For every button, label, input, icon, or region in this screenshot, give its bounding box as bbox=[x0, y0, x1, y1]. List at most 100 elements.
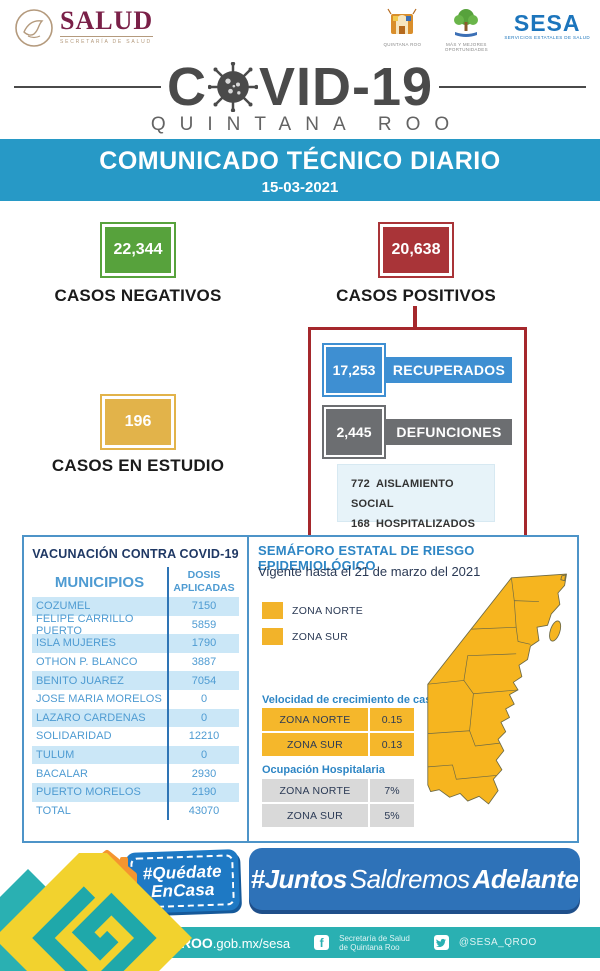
banner-title: COMUNICADO TÉCNICO DIARIO bbox=[99, 147, 501, 175]
recovered-value: 17,253 bbox=[326, 347, 382, 393]
positive-cases-label: CASOS POSITIVOS bbox=[336, 286, 496, 305]
quintana-roo-emblem-caption: QUINTANA ROO bbox=[383, 42, 422, 47]
vaccination-rows: COZUMEL 7150 FELIPE CARRILLO PUERTO 5859 ISL… bbox=[32, 597, 239, 821]
positive-cases-value: 20,638 bbox=[383, 227, 449, 273]
growth-title: Velocidad de crecimiento de casos bbox=[262, 694, 445, 706]
right-rule bbox=[439, 86, 587, 88]
juntos-part2: Saldremos bbox=[349, 863, 470, 894]
zone-row: ZONA NORTE 0.15 bbox=[262, 708, 414, 731]
table-row: BACALAR 2930 bbox=[32, 764, 239, 783]
eagle-emblem-icon bbox=[15, 9, 53, 47]
legend-item: ZONA NORTE bbox=[262, 602, 363, 619]
quintana-roo-emblem-icon bbox=[387, 8, 417, 34]
juntos-part1: #Juntos bbox=[250, 863, 348, 894]
dosis-cell: 5859 bbox=[167, 615, 239, 635]
zone-value: 7% bbox=[370, 779, 414, 802]
growth-table: ZONA NORTE 0.15 ZONA SUR 0.13 bbox=[262, 708, 414, 758]
sesa-logo: SESA SERVICIOS ESTATALES DE SALUD bbox=[504, 12, 590, 41]
table-row: COZUMEL 7150 bbox=[32, 597, 239, 616]
quintana-roo-map bbox=[427, 573, 567, 805]
legend-label: ZONA SUR bbox=[292, 630, 349, 643]
care-status-panel: 772 AISLAMIENTO SOCIAL 168 HOSPITALIZADOS bbox=[337, 464, 495, 530]
dosis-cell: 0 bbox=[167, 708, 239, 728]
zone-name: ZONA NORTE bbox=[262, 708, 370, 731]
municipio-cell: OTHON P. BLANCO bbox=[36, 656, 138, 669]
banner-date: 15-03-2021 bbox=[261, 179, 339, 196]
municipio-cell: LAZARO CARDENAS bbox=[36, 711, 146, 724]
zone-name: ZONA SUR bbox=[262, 804, 370, 827]
study-cases-label: CASOS EN ESTUDIO bbox=[51, 456, 225, 475]
qroo-logo bbox=[0, 853, 192, 971]
table-row: OTHON P. BLANCO 3887 bbox=[32, 652, 239, 672]
legend-swatch bbox=[262, 628, 283, 645]
salud-title: SALUD bbox=[60, 6, 154, 35]
dosis-cell: 7150 bbox=[167, 597, 239, 616]
table-row: PUERTO MORELOS 2190 bbox=[32, 782, 239, 802]
isolation-value: 772 bbox=[351, 478, 370, 490]
oportunidades-logo: MÁS Y MEJORES OPORTUNIDADES bbox=[440, 6, 492, 52]
municipio-cell: COZUMEL bbox=[36, 600, 91, 613]
table-row: BENITO JUAREZ 7054 bbox=[32, 671, 239, 690]
isolation-line: 772 AISLAMIENTO SOCIAL bbox=[351, 474, 494, 514]
salud-subtitle: SECRETARÍA DE SALUD bbox=[60, 39, 152, 45]
negative-cases-box: 22,344 bbox=[100, 222, 176, 278]
communique-banner: COMUNICADO TÉCNICO DIARIO 15-03-2021 bbox=[0, 139, 600, 201]
facebook-handle: Secretaría de Salud de Quintana Roo bbox=[339, 933, 410, 952]
hospitalized-label: HOSPITALIZADOS bbox=[375, 518, 476, 530]
table-row: TOTAL 43070 bbox=[32, 801, 239, 821]
left-rule bbox=[13, 86, 161, 88]
facebook-icon: f bbox=[314, 935, 330, 950]
dosis-cell: 43070 bbox=[167, 801, 239, 821]
municipio-cell: TULUM bbox=[36, 749, 75, 762]
legend-item: ZONA SUR bbox=[262, 628, 363, 645]
quintana-roo-emblem: QUINTANA ROO bbox=[376, 6, 428, 47]
municipio-cell: SOLIDARIDAD bbox=[36, 730, 112, 743]
col-municipios: MUNICIPIOS bbox=[54, 573, 145, 591]
salud-logo: SALUD SECRETARÍA DE SALUD bbox=[14, 6, 154, 48]
dosis-cell: 3887 bbox=[167, 652, 239, 672]
table-row: SOLIDARIDAD 12210 bbox=[32, 727, 239, 746]
municipio-cell: BACALAR bbox=[36, 767, 89, 780]
municipio-cell: JOSE MARIA MORELOS bbox=[36, 693, 162, 706]
occupancy-table: ZONA NORTE 7% ZONA SUR 5% bbox=[262, 779, 414, 829]
juntos-saldremos-banner: #Juntos Saldremos Adelante bbox=[249, 848, 580, 910]
virus-icon bbox=[207, 62, 258, 112]
dosis-cell: 2930 bbox=[167, 764, 239, 783]
study-cases-value: 196 bbox=[105, 399, 171, 445]
negative-cases-label: CASOS NEGATIVOS bbox=[54, 286, 222, 305]
deaths-label: DEFUNCIONES bbox=[386, 419, 512, 445]
deaths-box: 2,445 bbox=[322, 405, 386, 459]
vaccination-section: VACUNACIÓN CONTRA COVID-19 MUNICIPIOS DO… bbox=[24, 537, 249, 841]
municipio-cell: BENITO JUAREZ bbox=[36, 674, 124, 687]
dosis-cell: 0 bbox=[167, 745, 239, 765]
isolation-label: AISLAMIENTO SOCIAL bbox=[351, 478, 454, 510]
col-dosis: DOSIS APLICADAS bbox=[167, 567, 239, 597]
zone-value: 0.15 bbox=[370, 708, 414, 731]
dosis-cell: 0 bbox=[167, 689, 239, 709]
table-row: JOSE MARIA MORELOS 0 bbox=[32, 689, 239, 709]
salud-divider bbox=[60, 36, 154, 37]
municipio-cell: TOTAL bbox=[36, 804, 71, 817]
connector-line bbox=[413, 306, 417, 328]
juntos-part3: Adelante bbox=[472, 863, 579, 894]
dosis-cell: 12210 bbox=[167, 727, 239, 746]
vaccination-title: VACUNACIÓN CONTRA COVID-19 bbox=[32, 547, 239, 561]
zone-name: ZONA NORTE bbox=[262, 779, 370, 802]
twitter-handle: @SESA_QROO bbox=[458, 937, 537, 948]
twitter-icon bbox=[433, 935, 449, 950]
semaforo-subtitle: Vigente hasta el 21 de marzo del 2021 bbox=[258, 564, 481, 579]
zone-row: ZONA NORTE 7% bbox=[262, 779, 414, 802]
table-row: TULUM 0 bbox=[32, 745, 239, 765]
zone-value: 0.13 bbox=[370, 733, 414, 756]
zone-value: 5% bbox=[370, 804, 414, 827]
occupancy-title: Ocupación Hospitalaria bbox=[262, 764, 385, 776]
partner-logos: QUINTANA ROO MÁS Y MEJORES OPORTUNIDADES… bbox=[376, 6, 590, 52]
municipio-cell: ISLA MUJERES bbox=[36, 637, 117, 650]
oportunidades-caption: MÁS Y MEJORES OPORTUNIDADES bbox=[444, 42, 488, 52]
covid-title-row: C bbox=[0, 58, 600, 116]
table-row: ISLA MUJERES 1790 bbox=[32, 634, 239, 653]
dosis-cell: 2190 bbox=[167, 782, 239, 802]
covid-title-left: C bbox=[166, 57, 207, 117]
recovered-label: RECUPERADOS bbox=[386, 357, 512, 383]
